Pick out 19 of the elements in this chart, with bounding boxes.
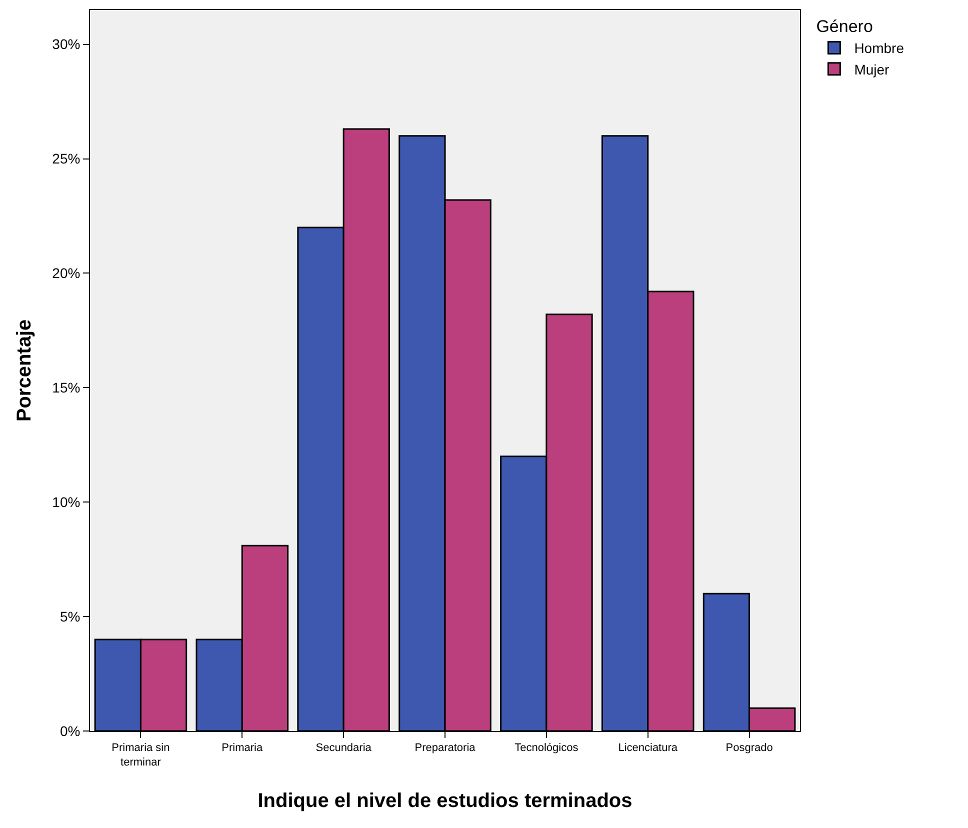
y-tick-label: 5%: [60, 608, 80, 624]
x-tick-label: Posgrado: [726, 742, 773, 754]
legend-label: Hombre: [854, 40, 904, 56]
y-tick-label: 20%: [52, 265, 80, 282]
y-tick-label: 10%: [52, 494, 80, 510]
x-tick-label: Preparatoria: [414, 742, 476, 754]
legend-title: Género: [816, 17, 873, 36]
x-tick-label: Primaria: [222, 742, 264, 754]
x-tick-label: Licenciatura: [618, 742, 678, 754]
y-axis-title: Porcentaje: [14, 319, 36, 422]
legend-label: Mujer: [854, 61, 890, 78]
y-tick-label: 30%: [52, 36, 80, 52]
x-tick-label: Tecnológicos: [514, 742, 579, 754]
y-tick-label: 0%: [60, 722, 80, 739]
x-tick-label: Secundaria: [316, 742, 372, 754]
y-tick-label: 25%: [52, 150, 80, 167]
x-axis-title: Indique el nivel de estudios terminados: [258, 790, 632, 812]
y-tick-label: 15%: [52, 380, 80, 396]
x-tick-label: Primaria sin terminar: [112, 742, 170, 768]
